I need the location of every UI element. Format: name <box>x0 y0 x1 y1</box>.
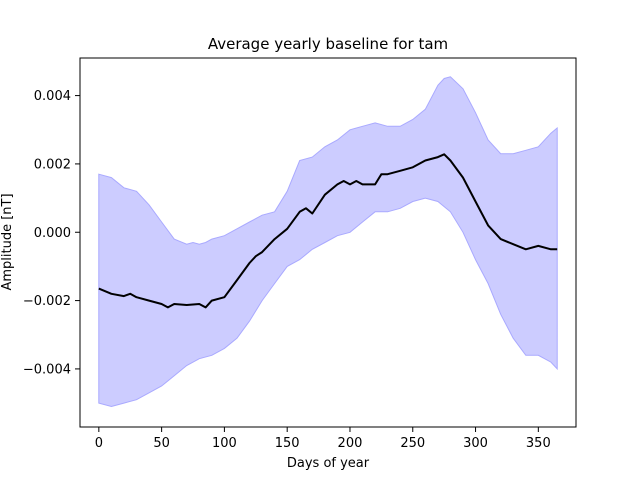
y-tick-label: 0.002 <box>34 157 71 172</box>
x-tick-label: 200 <box>338 436 363 451</box>
mean-series-line <box>98 153 558 309</box>
y-tick-label: −0.002 <box>23 294 71 309</box>
plot-frame <box>79 57 577 428</box>
x-tick-label: 150 <box>275 436 300 451</box>
band-area <box>98 76 558 408</box>
y-tick-label: 0.000 <box>34 226 71 241</box>
x-tick-label: 300 <box>463 436 488 451</box>
x-tick-label: 0 <box>95 436 103 451</box>
y-tick-label: −0.004 <box>23 362 71 377</box>
y-axis-ticks: −0.004 −0.002 0.000 0.002 0.004 <box>23 89 80 377</box>
mean-line <box>98 153 558 309</box>
x-axis-ticks: 0 50 100 150 200 250 300 350 <box>95 427 551 451</box>
y-axis-label: Amplitude [nT] <box>0 193 15 290</box>
x-axis-label: Days of year <box>287 456 370 471</box>
confidence-band <box>98 76 558 408</box>
x-tick-label: 250 <box>400 436 425 451</box>
x-tick-label: 100 <box>212 436 237 451</box>
x-tick-label: 50 <box>153 436 170 451</box>
x-tick-label: 350 <box>526 436 551 451</box>
y-tick-label: 0.004 <box>34 89 71 104</box>
chart-title: Average yearly baseline for tam <box>208 35 448 53</box>
